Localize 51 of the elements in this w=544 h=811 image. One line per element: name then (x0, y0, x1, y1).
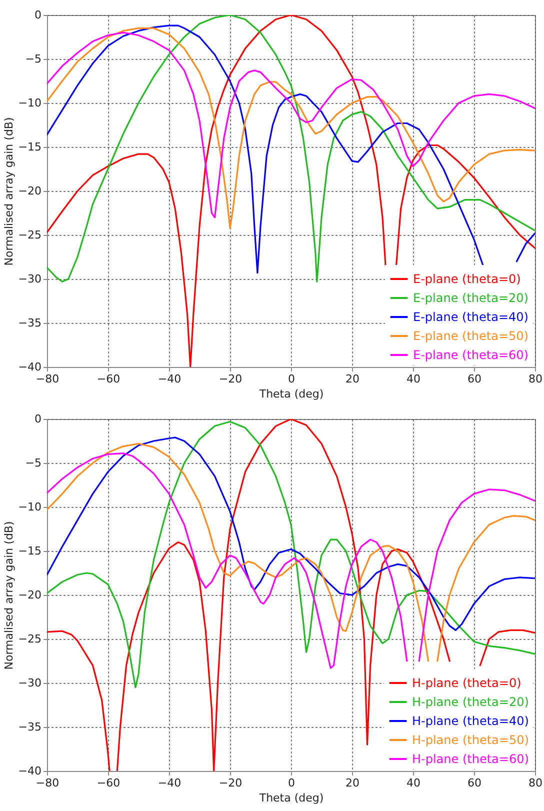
x-tick-label: −40 (158, 776, 182, 790)
legend-label: H-plane (theta=60) (412, 752, 529, 766)
x-tick-label: 80 (528, 776, 542, 790)
x-tick-label: −60 (96, 776, 120, 790)
x-axis-title: Theta (deg) (258, 792, 324, 804)
y-tick-label: −15 (18, 140, 42, 154)
y-tick-label: −5 (25, 456, 42, 470)
y-tick-label: −15 (18, 544, 42, 558)
y-tick-label: −10 (18, 500, 42, 514)
legend-label: E-plane (theta=0) (413, 272, 521, 286)
y-tick-label: −40 (18, 764, 42, 778)
x-tick-label: 60 (468, 776, 482, 790)
y-tick-label: −25 (18, 228, 42, 242)
y-tick-label: −10 (18, 96, 42, 110)
y-tick-label: −35 (18, 316, 42, 330)
legend-label: E-plane (theta=20) (413, 291, 528, 305)
legend-label: H-plane (theta=50) (412, 733, 529, 747)
legend-label: E-plane (theta=50) (413, 329, 528, 343)
x-tick-label: 60 (468, 372, 482, 386)
y-tick-label: −40 (18, 360, 42, 374)
x-tick-label: 80 (528, 372, 542, 386)
x-tick-label: 20 (346, 372, 360, 386)
legend-label: E-plane (theta=40) (413, 310, 528, 324)
y-axis-title: Normalised array gain (dB) (2, 521, 16, 670)
y-tick-label: −25 (18, 632, 42, 646)
y-tick-label: −30 (18, 272, 42, 286)
y-tick-label: −30 (18, 676, 42, 690)
y-tick-label: −35 (18, 720, 42, 734)
y-tick-label: −5 (25, 52, 42, 66)
x-tick-label: −60 (96, 372, 120, 386)
x-tick-label: 40 (406, 776, 420, 790)
x-tick-label: −40 (158, 372, 182, 386)
x-tick-label: 20 (346, 776, 360, 790)
x-tick-label: −20 (218, 776, 242, 790)
y-tick-label: 0 (34, 412, 42, 426)
legend-label: H-plane (theta=40) (412, 714, 529, 728)
legend-label: H-plane (theta=20) (412, 695, 529, 709)
x-tick-label: 0 (288, 372, 295, 386)
x-tick-label: −20 (218, 372, 242, 386)
legend-label: E-plane (theta=60) (413, 348, 528, 362)
y-tick-label: −20 (18, 184, 42, 198)
y-axis-title: Normalised array gain (dB) (2, 117, 16, 266)
x-axis-title: Theta (deg) (258, 388, 324, 400)
x-tick-label: −80 (36, 372, 60, 386)
x-tick-label: 40 (406, 372, 420, 386)
line-series (47, 436, 535, 631)
y-tick-label: −20 (18, 588, 42, 602)
legend-label: H-plane (theta=0) (412, 676, 522, 690)
x-tick-label: 0 (288, 776, 295, 790)
y-tick-label: 0 (34, 8, 42, 22)
x-tick-label: −80 (36, 776, 60, 790)
